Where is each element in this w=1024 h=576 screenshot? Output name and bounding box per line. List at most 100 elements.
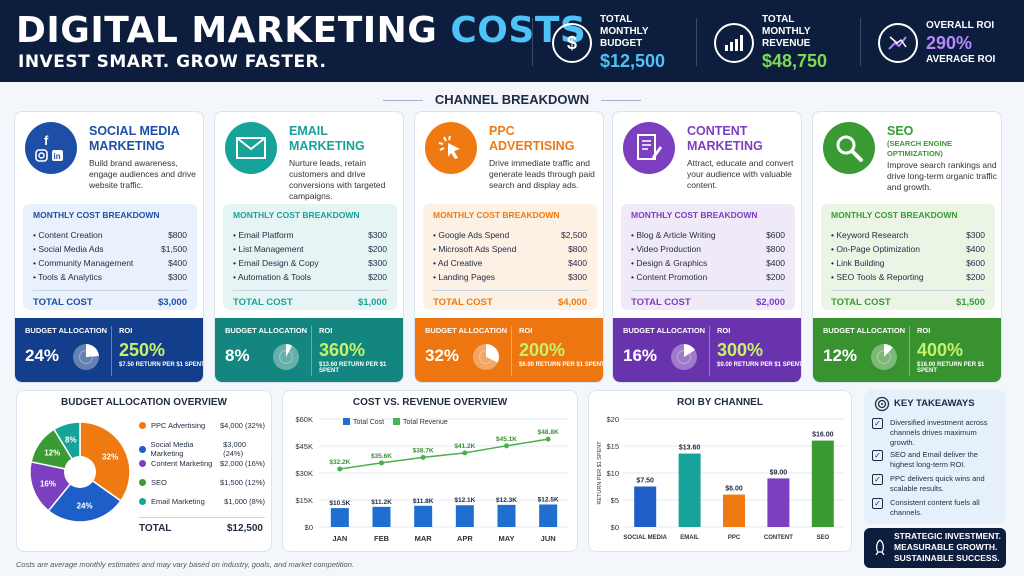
kpi-label: OVERALL ROI — [926, 20, 995, 31]
channel-name: CONTENT MARKETING — [687, 124, 763, 153]
revenue-point-label: $41.2K — [454, 443, 475, 450]
kpi-label: TOTAL MONTHLY REVENUE — [762, 14, 811, 49]
cost-row: • Email Platform $300 — [233, 230, 387, 240]
total-cost-row: TOTAL COST $1,500 — [831, 290, 985, 308]
cost-bar-label: $12.3K — [496, 497, 517, 504]
banner-text: STRATEGIC INVESTMENT. MEASURABLE GROWTH. S… — [894, 531, 1002, 563]
legend-swatch — [343, 418, 350, 425]
allocation-band: BUDGET ALLOCATION 16% ROI 300% $9.00 RET… — [613, 318, 801, 382]
allocation-value: 16% — [623, 346, 658, 365]
revenue-point — [379, 460, 384, 466]
revenue-point-label: $35.6K — [371, 453, 392, 460]
strategy-banner: STRATEGIC INVESTMENT. MEASURABLE GROWTH. S… — [864, 528, 1006, 568]
channel-description: Improve search rankings and drive long-t… — [887, 160, 997, 192]
pie-chart: 32% 24% 16% 12% 8% — [29, 421, 131, 523]
roi-bar — [634, 486, 657, 527]
y-tick-label: $15K — [295, 496, 313, 505]
legend-label: Total Revenue — [403, 419, 448, 426]
pie-slice — [79, 421, 131, 502]
document-pen-icon — [623, 122, 675, 174]
allocation-donut — [473, 344, 499, 370]
roi-bar — [767, 478, 790, 527]
header: DIGITAL MARKETING COSTS INVEST SMART. GR… — [0, 0, 1024, 82]
pie-slice-label: 16% — [40, 479, 56, 488]
roi-return-text: $7.50 RETURN PER $1 SPENT — [119, 362, 204, 368]
roi-label: ROI — [119, 326, 133, 335]
kpi-value: 290% — [926, 33, 973, 53]
revenue-point-label: $38.7K — [413, 447, 434, 454]
roi-bar — [723, 494, 745, 527]
y-tick-label: $15 — [606, 442, 619, 451]
channel-card: CONTENT MARKETING Attract, educate and c… — [612, 111, 802, 383]
cost-row: • Ad Creative $400 — [433, 258, 587, 268]
revenue-point — [504, 443, 509, 449]
cost-breakdown: MONTHLY COST BREAKDOWN • Content Creatio… — [23, 204, 197, 310]
x-tick-label: MAY — [499, 534, 515, 543]
roi-value: 200% — [519, 340, 566, 360]
roi-bar-label: $7.50 — [636, 478, 654, 485]
cost-row: • On-Page Optimization $400 — [831, 244, 985, 254]
x-tick-label: CONTENT — [764, 535, 793, 541]
cost-row: • Community Management $400 — [33, 258, 187, 268]
cost-row: • Landing Pages $300 — [433, 272, 587, 282]
allocation-donut — [73, 344, 99, 370]
y-tick-label: $10 — [606, 469, 619, 478]
allocation-label: BUDGET ALLOCATION — [425, 326, 508, 335]
channel-description: Nurture leads, retain customers and driv… — [289, 158, 386, 201]
cost-bar — [497, 504, 516, 527]
x-tick-label: FEB — [374, 534, 390, 543]
cost-row: • Tools & Analytics $300 — [33, 272, 187, 282]
roi-bar — [811, 440, 834, 527]
cost-bar-label: $10.5K — [329, 500, 350, 507]
pie-total-value: $12,500 — [226, 523, 263, 534]
pie-legend-item: PPC Advertising $4,000 (32%) — [139, 421, 265, 430]
dollar-icon: $ — [552, 23, 592, 63]
kpi-label: TOTAL MONTHLY BUDGET — [600, 14, 649, 49]
cost-row: • Keyword Research $300 — [831, 230, 985, 240]
x-tick-label: MAR — [415, 534, 433, 543]
allocation-donut — [671, 344, 697, 370]
cost-row: • SEO Tools & Reporting $200 — [831, 272, 985, 282]
bar-growth-icon — [714, 23, 754, 63]
x-tick-label: EMAIL — [680, 535, 699, 541]
channel-card: SEO (SEARCH ENGINE OPTIMIZATION) Improve … — [812, 111, 1002, 383]
y-tick-label: $45K — [295, 442, 313, 451]
revenue-point — [462, 450, 468, 456]
channel-name: EMAIL MARKETING — [289, 124, 365, 153]
roi-bar-label: $6.00 — [725, 486, 743, 493]
cost-breakdown: MONTHLY COST BREAKDOWN • Blog & Article … — [621, 204, 795, 310]
y-tick-label: $20 — [606, 415, 619, 424]
revenue-point — [337, 466, 343, 472]
kpi-value: $48,750 — [762, 51, 828, 71]
y-tick-label: $0 — [611, 523, 619, 532]
social-icons: f in — [25, 122, 77, 174]
budget-allocation-panel: BUDGET ALLOCATION OVERVIEW 32% 24% 16% 12% 8… — [16, 390, 272, 552]
roi-panel: ROI BY CHANNEL $0 $5 $10 $15 $20 RETURN PER $… — [588, 390, 852, 552]
allocation-band: BUDGET ALLOCATION 24% ROI 250% $7.50 RET… — [15, 318, 204, 382]
allocation-label: BUDGET ALLOCATION — [25, 326, 108, 335]
channel-card: EMAIL MARKETING Nurture leads, retain cu… — [214, 111, 404, 383]
magnifier-icon — [823, 122, 875, 174]
svg-text:in: in — [54, 152, 61, 161]
y-axis-label: RETURN PER $1 SPENT — [597, 441, 603, 505]
x-tick-label: JAN — [332, 534, 347, 543]
cost-row: • Email Design & Copy $300 — [233, 258, 387, 268]
check-icon: ✓ — [872, 418, 883, 429]
envelope-icon — [225, 122, 277, 174]
key-takeaways: KEY TAKEAWAYS ✓ Diversified investment ac… — [864, 390, 1006, 524]
takeaways-title: KEY TAKEAWAYS — [894, 398, 975, 409]
allocation-value: 24% — [25, 346, 60, 365]
cost-bar — [455, 505, 474, 527]
total-cost-row: TOTAL COST $3,000 — [33, 290, 187, 308]
kpi-label-bottom: AVERAGE ROI — [926, 54, 996, 65]
total-cost-row: TOTAL COST $4,000 — [433, 290, 587, 308]
pie-legend-item: Social Media Marketing $3,000 (24%) — [139, 440, 265, 458]
pie-legend-item: Email Marketing $1,000 (8%) — [139, 497, 265, 506]
target-icon — [874, 396, 890, 412]
revenue-line — [339, 438, 549, 470]
allocation-value: 8% — [225, 346, 250, 365]
cost-revenue-chart: $0 $15K $30K $45K $60K Total Cost Total Revenu… — [295, 415, 569, 543]
page-title: DIGITAL MARKETING COSTS — [16, 10, 587, 51]
x-tick-label: PPC — [728, 535, 741, 541]
channel-name: PPC ADVERTISING — [489, 124, 575, 153]
